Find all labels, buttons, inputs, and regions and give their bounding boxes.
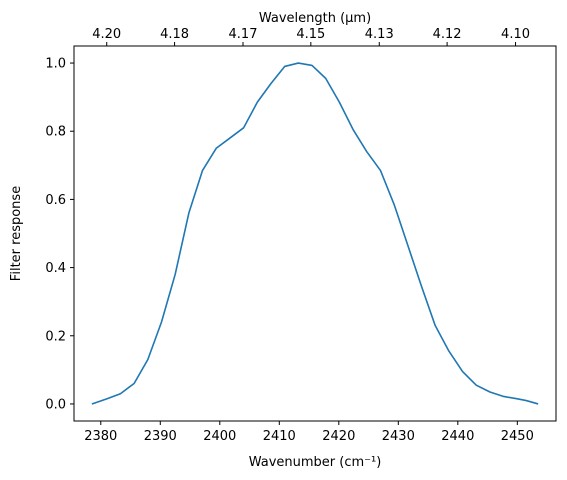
top-x-tick-label: 4.10 [501, 27, 530, 42]
y-axis-label: Filter response [9, 186, 24, 281]
series-line-filter-response [91, 62, 539, 405]
x-tick-label: 2420 [322, 429, 355, 444]
x-tick-label: 2380 [84, 429, 117, 444]
top-x-tick-label: 4.20 [92, 27, 121, 42]
y-tick-label: 0.8 [45, 125, 66, 140]
top-x-tick-label: 4.12 [433, 27, 462, 42]
x-tick-label: 2430 [382, 429, 415, 444]
top-x-tick-label: 4.18 [160, 27, 189, 42]
top-x-axis-label: Wavelength (μm) [259, 11, 371, 26]
x-tick-label: 2410 [263, 429, 296, 444]
x-tick-label: 2400 [203, 429, 236, 444]
top-x-tick-label: 4.13 [365, 27, 394, 42]
y-tick-label: 1.0 [45, 57, 66, 72]
ticks-layer: 2380 2390 2400 2410 2420 2430 2440 2450 0.0 0.2 0.… [45, 27, 534, 444]
y-tick-label: 0.6 [45, 193, 66, 208]
y-tick-label: 0.0 [45, 397, 66, 412]
x-tick-label: 2450 [501, 429, 534, 444]
x-tick-label: 2390 [144, 429, 177, 444]
x-axis-label: Wavenumber (cm⁻¹) [249, 455, 382, 470]
y-tick-label: 0.2 [45, 329, 66, 344]
x-tick-label: 2440 [441, 429, 474, 444]
y-tick-label: 0.4 [45, 261, 66, 276]
top-x-tick-label: 4.15 [296, 27, 325, 42]
plot-frame [73, 45, 557, 422]
top-x-tick-label: 4.17 [229, 27, 258, 42]
